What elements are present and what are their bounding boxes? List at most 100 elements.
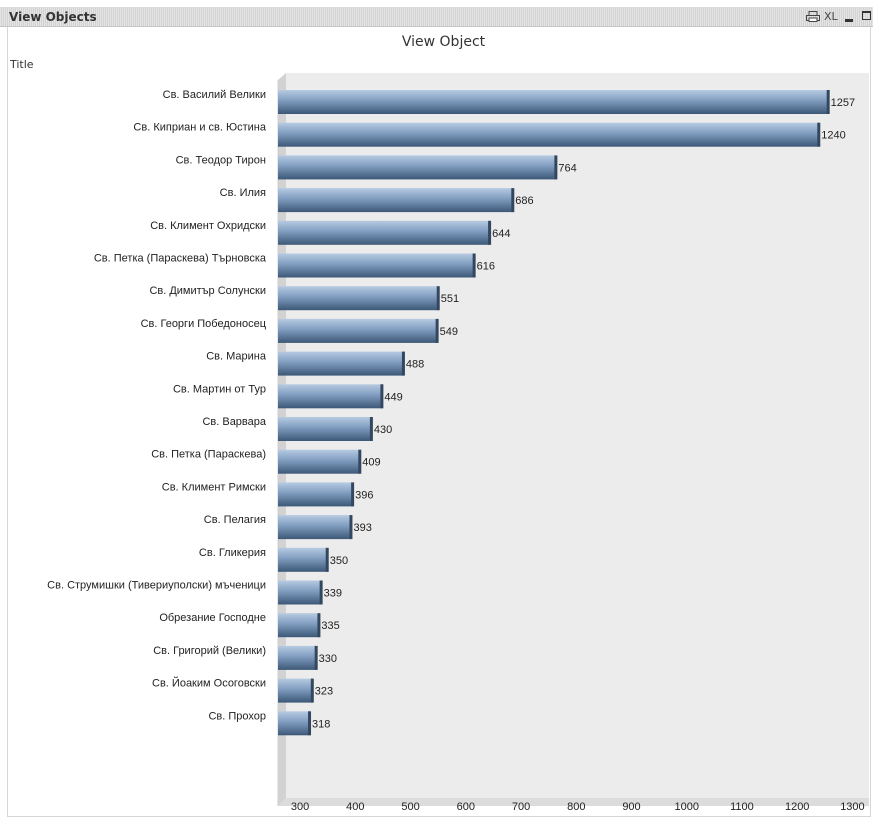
bar-end-cap [817, 122, 821, 147]
bar-end-cap [436, 286, 440, 311]
bar[interactable] [278, 417, 372, 441]
value-label: 644 [492, 228, 510, 240]
bar[interactable] [278, 678, 313, 703]
category-label: Св. Струмишки (Тивериуполски) мъченици [47, 580, 266, 592]
value-label: 616 [477, 261, 495, 273]
bar-end-cap [511, 188, 515, 213]
value-label: 409 [362, 457, 380, 469]
value-label: 686 [515, 195, 533, 207]
bar[interactable] [278, 155, 557, 180]
value-label: 430 [374, 424, 392, 436]
category-label: Св. Гликерия [199, 547, 266, 559]
value-label: 1257 [831, 97, 855, 109]
category-label: Св. Климент Охридски [150, 220, 266, 232]
value-label: 318 [312, 718, 330, 730]
category-label: Св. Марина [206, 351, 267, 363]
value-label: 339 [324, 588, 342, 600]
bar-end-cap [488, 220, 492, 245]
x-tick-label: 1300 [840, 801, 864, 813]
x-tick-label: 500 [401, 801, 419, 813]
bar[interactable] [278, 351, 404, 376]
x-tick-label: 300 [291, 801, 309, 813]
bar-end-cap [319, 580, 323, 605]
category-label: Обрезание Господне [159, 612, 266, 624]
bar[interactable] [278, 547, 328, 572]
print-icon[interactable] [806, 11, 820, 22]
window-title: View Objects [9, 10, 97, 24]
bar[interactable] [278, 188, 514, 213]
bar[interactable] [278, 645, 317, 670]
x-tick-label: 1200 [785, 801, 809, 813]
bar[interactable] [278, 711, 311, 736]
bar-end-cap [369, 417, 373, 441]
bar-end-cap [472, 253, 476, 278]
x-tick-label: 900 [622, 801, 640, 813]
bar-end-cap [310, 678, 314, 703]
value-label: 350 [330, 555, 348, 567]
category-label: Св. Василий Велики [163, 89, 266, 101]
chart-title: View Object [401, 34, 486, 50]
x-tick-label: 700 [512, 801, 530, 813]
bar-end-cap [317, 613, 321, 638]
value-label: 449 [384, 391, 402, 403]
category-label: Св. Петка (Параскева) Търновска [94, 253, 267, 265]
bar[interactable] [278, 286, 439, 311]
x-tick-label: 1000 [674, 801, 698, 813]
category-label: Св. Илия [220, 187, 266, 199]
value-label: 330 [319, 653, 337, 665]
bar-end-cap [351, 482, 355, 507]
bar[interactable] [278, 515, 352, 540]
x-tick-label: 800 [567, 801, 585, 813]
category-label: Св. Прохор [208, 710, 266, 722]
bar[interactable] [278, 253, 475, 278]
bar[interactable] [278, 318, 438, 343]
bar-end-cap [358, 449, 362, 474]
bar-end-cap [554, 155, 558, 180]
x-tick-label: 400 [346, 801, 364, 813]
bar-end-cap [380, 384, 384, 409]
bar-end-cap [314, 645, 318, 670]
plot-floor [278, 798, 869, 806]
excel-export-button[interactable]: XL [824, 10, 838, 23]
category-label: Св. Димитър Солунски [149, 285, 266, 297]
bar[interactable] [278, 580, 322, 605]
value-label: 335 [321, 620, 339, 632]
value-label: 488 [406, 359, 424, 371]
value-label: 323 [315, 686, 333, 698]
category-label: Св. Варвара [202, 416, 266, 428]
bar-end-cap [349, 515, 353, 540]
value-label: 1240 [821, 130, 845, 142]
chart-frame [7, 27, 871, 817]
bar-end-cap [826, 90, 830, 114]
value-label: 764 [558, 162, 576, 174]
bar[interactable] [278, 613, 320, 638]
value-label: 551 [441, 293, 459, 305]
bar-end-cap [401, 351, 405, 376]
minimize-icon[interactable] [845, 19, 853, 22]
x-tick-label: 600 [457, 801, 475, 813]
bar[interactable] [278, 384, 383, 409]
bar[interactable] [278, 449, 361, 474]
category-label: Св. Йоаким Осоговски [152, 677, 266, 690]
bar-end-cap [325, 547, 329, 572]
category-label: Св. Пелагия [204, 514, 266, 526]
window-caption: View Objects XL [0, 7, 873, 27]
category-label: Св. Григорий (Велики) [153, 645, 266, 657]
bar[interactable] [278, 220, 491, 245]
value-label: 549 [440, 326, 458, 338]
bar[interactable] [278, 90, 829, 114]
category-label: Св. Климент Римски [162, 481, 266, 493]
bar[interactable] [278, 122, 820, 147]
value-label: 396 [355, 489, 373, 501]
category-label: Св. Георги Победоносец [141, 318, 267, 330]
category-label: Св. Теодор Тирон [176, 154, 266, 166]
bar-end-cap [308, 711, 312, 736]
value-label: 393 [353, 522, 371, 534]
dimension-label: Title [10, 58, 34, 71]
category-label: Св. Мартин от Тур [173, 383, 266, 395]
maximize-icon[interactable] [862, 11, 871, 20]
bar[interactable] [278, 482, 354, 507]
category-label: Св. Киприан и св. Юстина [133, 122, 266, 134]
bar-end-cap [435, 318, 439, 343]
